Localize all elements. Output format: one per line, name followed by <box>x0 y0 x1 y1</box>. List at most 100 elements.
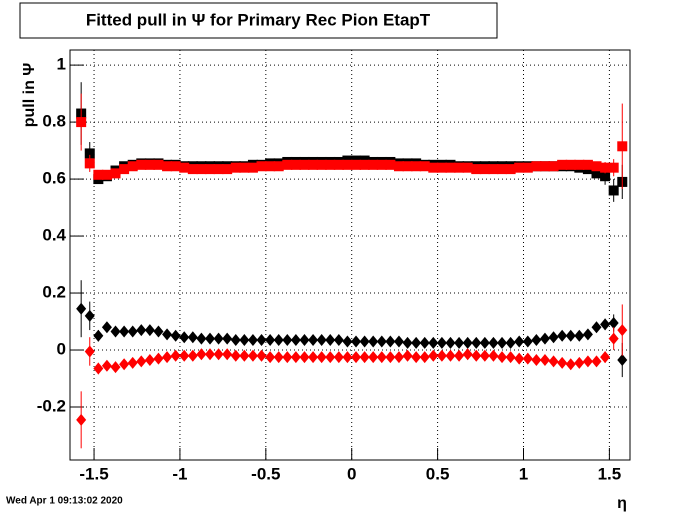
marker <box>213 164 224 175</box>
marker <box>557 356 568 369</box>
y-tick-label: 1 <box>57 55 66 74</box>
marker <box>247 162 258 173</box>
marker <box>101 359 112 372</box>
y-tick-label: 0.8 <box>42 112 66 131</box>
marker <box>582 355 593 368</box>
marker <box>617 353 628 366</box>
marker <box>462 162 473 173</box>
marker <box>411 161 422 172</box>
marker <box>574 329 585 342</box>
marker <box>608 316 619 329</box>
marker <box>342 159 353 170</box>
marker <box>454 336 465 349</box>
marker <box>591 355 602 368</box>
marker <box>179 349 190 362</box>
marker <box>239 349 250 362</box>
marker <box>179 331 190 344</box>
marker <box>256 334 267 347</box>
marker <box>359 351 370 364</box>
marker <box>591 321 602 334</box>
marker <box>565 159 576 170</box>
marker <box>497 336 508 349</box>
marker <box>419 336 430 349</box>
marker <box>222 348 233 361</box>
marker <box>368 335 379 348</box>
marker <box>419 351 430 364</box>
x-tick-label: -1 <box>172 464 187 483</box>
marker <box>368 351 379 364</box>
marker <box>531 161 542 172</box>
marker <box>471 164 482 175</box>
marker <box>608 332 619 345</box>
x-tick-label: 0.5 <box>426 464 450 483</box>
marker <box>402 336 413 349</box>
marker <box>393 351 404 364</box>
marker <box>591 168 602 179</box>
chart-title: Fitted pull in Ψ for Primary Rec Pion Et… <box>86 10 431 29</box>
marker <box>445 162 456 173</box>
marker <box>136 159 147 170</box>
marker <box>608 162 619 173</box>
marker <box>222 332 233 345</box>
marker <box>101 321 112 334</box>
x-tick-label: 0 <box>347 464 356 483</box>
marker <box>187 331 198 344</box>
marker <box>488 336 499 349</box>
marker <box>239 162 250 173</box>
marker <box>213 332 224 345</box>
marker <box>445 336 456 349</box>
marker <box>325 159 336 170</box>
x-tick-label: -1.5 <box>79 464 108 483</box>
marker <box>436 162 447 173</box>
marker <box>600 171 611 182</box>
marker <box>402 161 413 172</box>
marker <box>84 345 95 358</box>
marker <box>119 358 130 371</box>
marker <box>256 349 267 362</box>
marker <box>497 164 508 175</box>
marker <box>101 169 112 180</box>
marker <box>308 159 319 170</box>
marker <box>316 159 327 170</box>
y-tick-label: 0.2 <box>42 283 66 302</box>
marker <box>187 164 198 175</box>
marker <box>299 159 310 170</box>
marker <box>402 349 413 362</box>
marker <box>110 325 121 338</box>
marker <box>127 356 138 369</box>
marker <box>582 159 593 170</box>
marker <box>93 169 104 180</box>
marker <box>454 162 465 173</box>
marker <box>351 351 362 364</box>
marker <box>488 164 499 175</box>
marker <box>265 161 276 172</box>
marker <box>351 159 362 170</box>
marker <box>325 351 336 364</box>
marker <box>514 162 525 173</box>
marker <box>239 334 250 347</box>
marker <box>505 351 516 364</box>
marker <box>600 162 611 173</box>
marker <box>342 335 353 348</box>
marker <box>247 349 258 362</box>
marker <box>290 351 301 364</box>
marker <box>582 328 593 341</box>
marker <box>282 159 293 170</box>
marker <box>144 353 155 366</box>
marker <box>531 353 542 366</box>
y-tick-label: -0.2 <box>37 396 66 415</box>
marker <box>428 162 439 173</box>
marker <box>376 335 387 348</box>
marker <box>488 349 499 362</box>
marker <box>162 351 173 364</box>
marker <box>411 351 422 364</box>
marker <box>187 349 198 362</box>
marker <box>385 159 396 170</box>
marker <box>205 164 215 175</box>
marker <box>308 351 319 364</box>
marker <box>548 161 559 172</box>
marker <box>273 334 284 347</box>
marker <box>505 336 516 349</box>
marker <box>119 164 130 175</box>
